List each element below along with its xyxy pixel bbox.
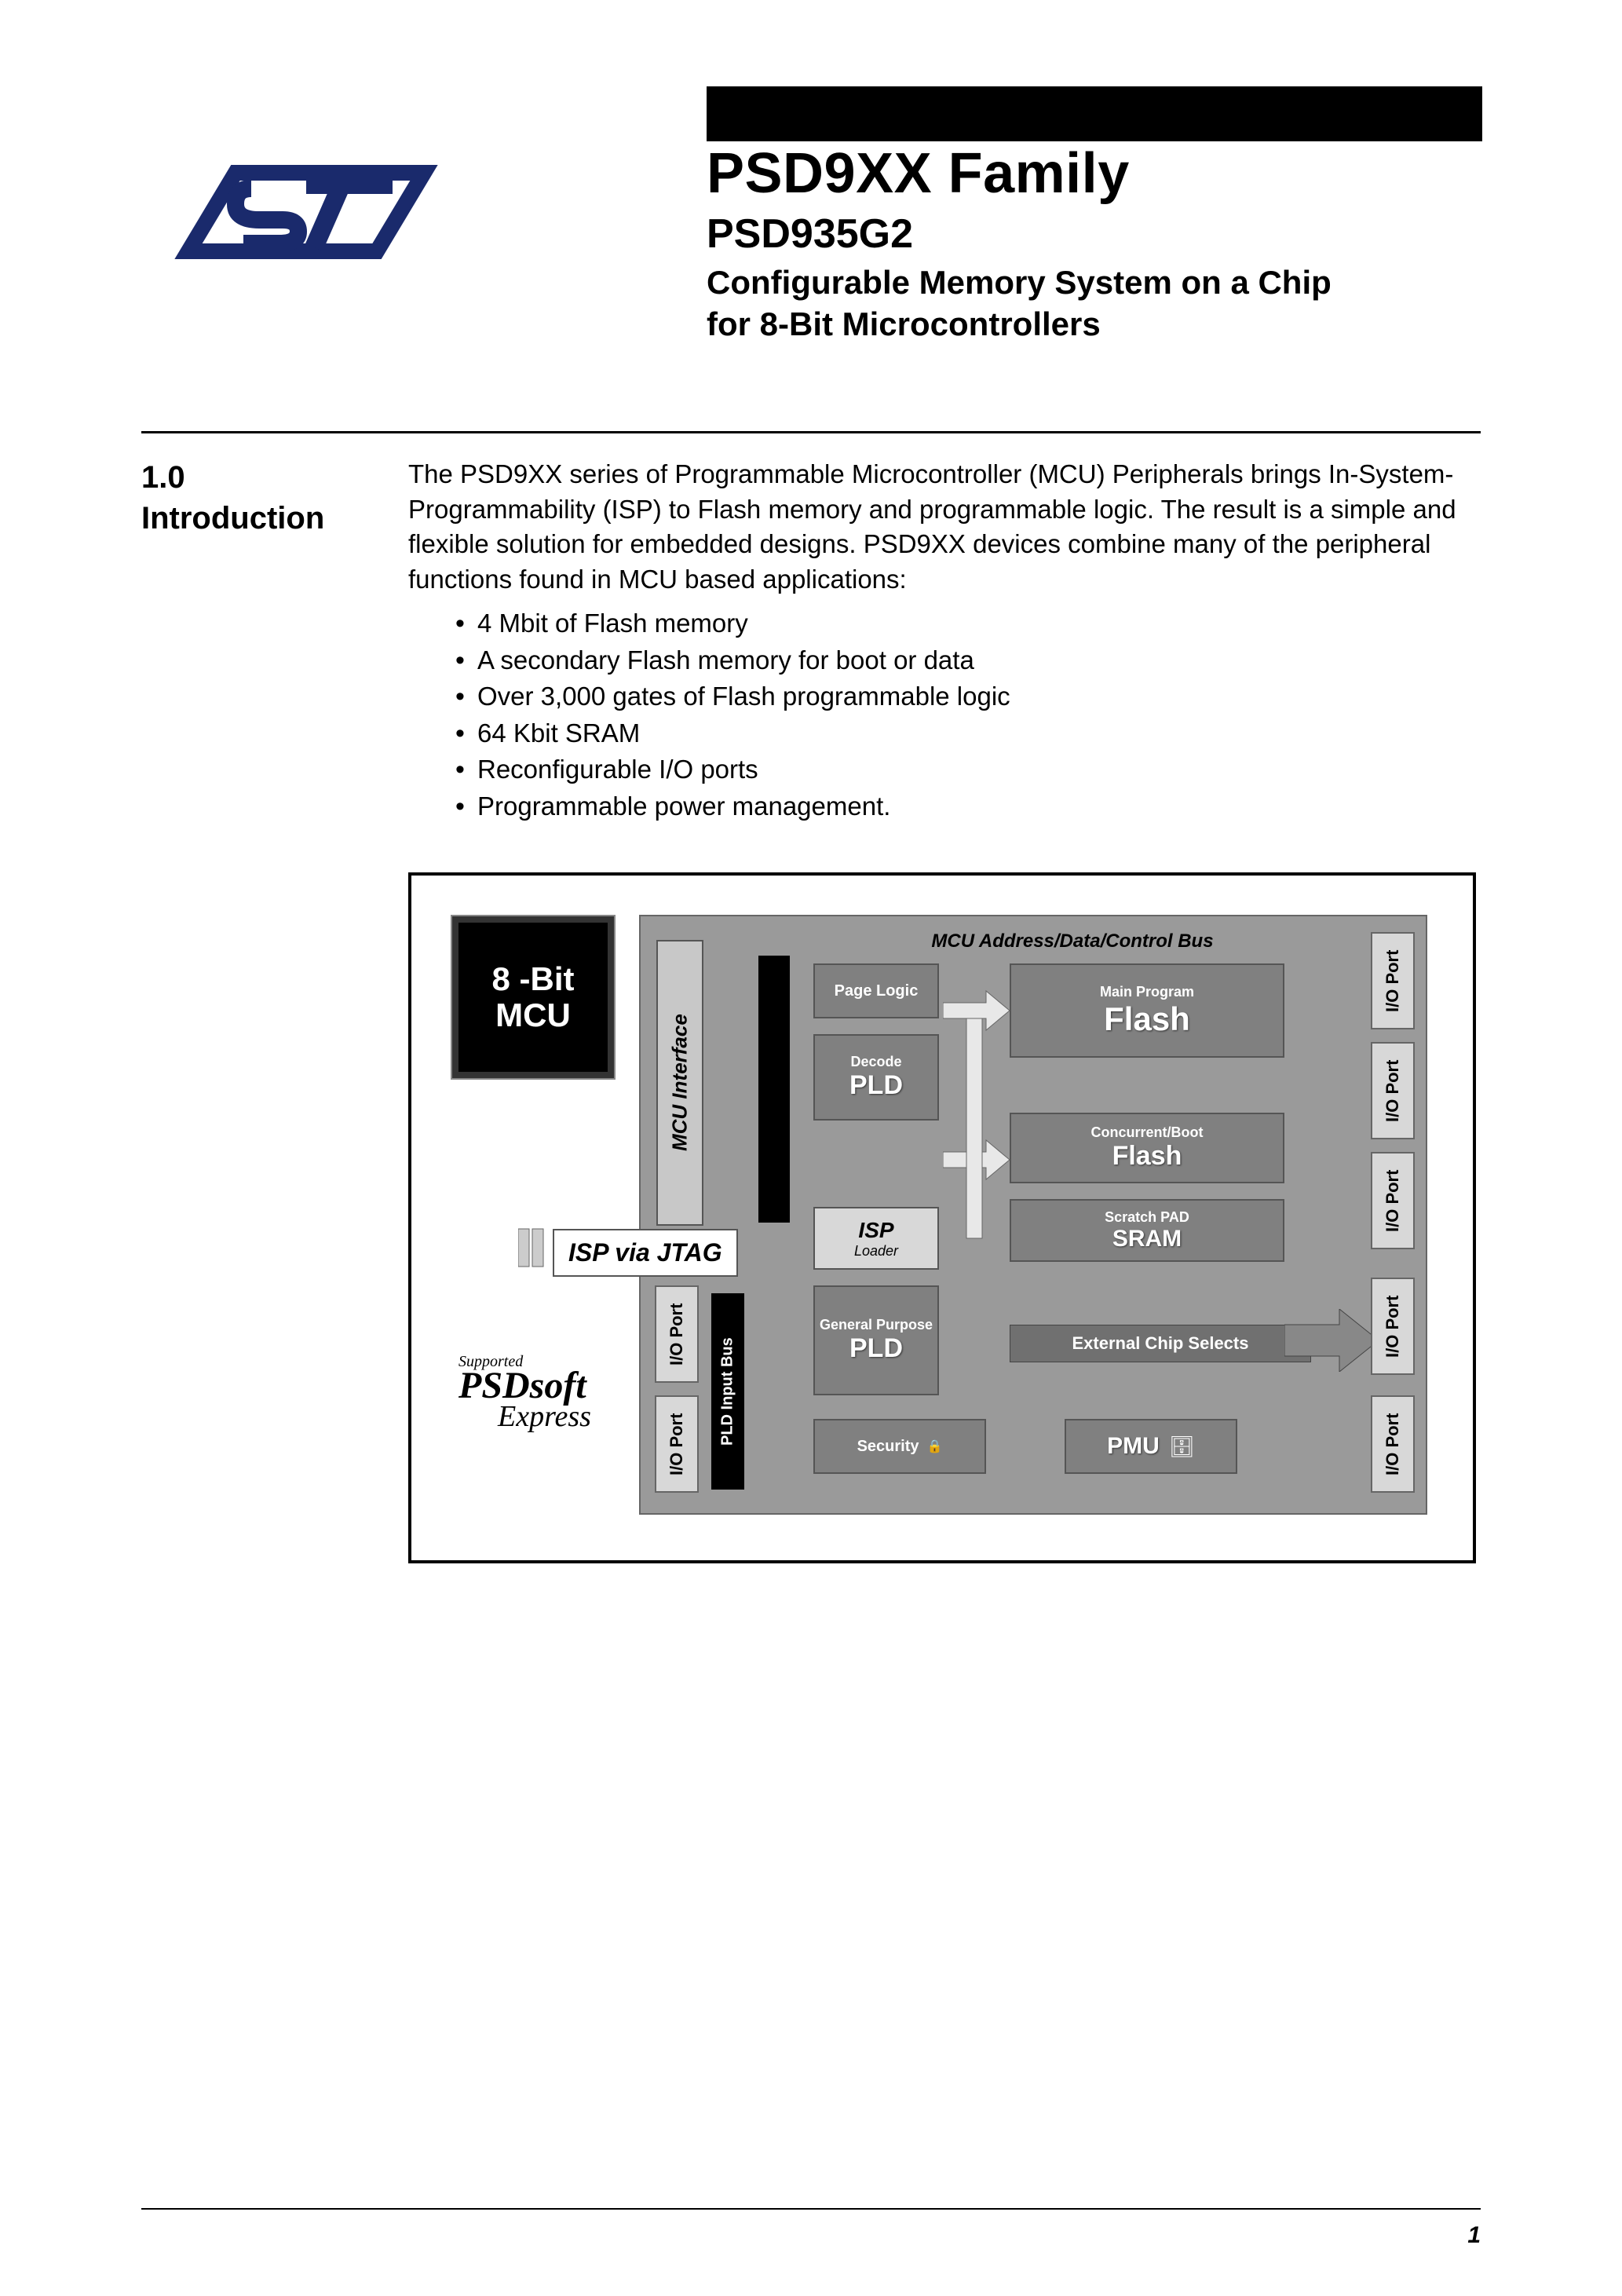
gp-text: General Purpose [820, 1318, 933, 1333]
page-logic-block: Page Logic [813, 963, 939, 1018]
subtitle: Configurable Memory System on a Chip for… [707, 262, 1332, 345]
page-number: 1 [1467, 2222, 1481, 2249]
part-number: PSD935G2 [707, 210, 1332, 258]
ext-chip-selects: External Chip Selects [1010, 1325, 1311, 1362]
header-black-bar [707, 86, 1482, 141]
list-item: 64 Kbit SRAM [455, 716, 1481, 751]
diagram-inner: 8 -Bit MCU ISP via JTAG Supported PSDsof… [458, 915, 1434, 1505]
psdsoft-express: Express [498, 1403, 591, 1430]
bus-label: MCU Address/Data/Control Bus [798, 930, 1347, 952]
sram-block: Scratch PAD SRAM [1010, 1199, 1284, 1262]
psd-main-block: MCU Interface I/O Port I/O Port PLD Inpu… [639, 915, 1427, 1515]
decode-pld-text: PLD [849, 1070, 903, 1101]
routing-arrows-icon [943, 963, 1014, 1278]
io-port-right-4: I/O Port [1371, 1278, 1415, 1375]
section-divider [141, 431, 1481, 433]
mcu-interface-block: MCU Interface [656, 940, 703, 1226]
list-item: Programmable power management. [455, 789, 1481, 824]
decode-text: Decode [850, 1054, 901, 1070]
io-port-right-2: I/O Port [1371, 1042, 1415, 1139]
subtitle-line2: for 8-Bit Microcontrollers [707, 304, 1332, 345]
lock-icon: 🔒 [927, 1439, 943, 1454]
pmu-block: PMU 🗄 [1065, 1419, 1237, 1474]
io-port-right-5: I/O Port [1371, 1395, 1415, 1493]
isp-loader-block: ISP Loader [813, 1207, 939, 1270]
section-number: 1.0 [141, 457, 408, 498]
bus-bar-icon [758, 956, 790, 1223]
list-item: Over 3,000 gates of Flash programmable l… [455, 679, 1481, 715]
list-item: A secondary Flash memory for boot or dat… [455, 643, 1481, 678]
io-port-right-1: I/O Port [1371, 932, 1415, 1029]
mcu-label: 8 -Bit MCU [458, 961, 608, 1033]
isp-jtag-label: ISP via JTAG [553, 1229, 738, 1277]
isp-text: ISP [858, 1218, 893, 1243]
main-flash-text: Flash [1104, 1000, 1190, 1038]
section-title: Introduction [141, 498, 408, 539]
subtitle-line1: Configurable Memory System on a Chip [707, 262, 1332, 304]
intro-paragraph: The PSD9XX series of Programmable Microc… [408, 457, 1481, 597]
body-text: The PSD9XX series of Programmable Microc… [408, 457, 1481, 825]
concurrent-flash-text: Flash [1112, 1141, 1182, 1172]
footer-rule [141, 2208, 1481, 2210]
page-logic-text: Page Logic [835, 982, 919, 1000]
st-logo [173, 149, 440, 275]
security-block: Security 🔒 [813, 1419, 986, 1474]
scratch-text: Scratch PAD [1105, 1209, 1189, 1226]
gp-pld-text: PLD [849, 1333, 903, 1364]
datasheet-page: PSD9XX Family PSD935G2 Configurable Memo… [0, 0, 1622, 2296]
list-item: 4 Mbit of Flash memory [455, 606, 1481, 642]
title-block: PSD9XX Family PSD935G2 Configurable Memo… [707, 141, 1332, 345]
feature-list: 4 Mbit of Flash memory A secondary Flash… [455, 606, 1481, 824]
main-program-text: Main Program [1100, 984, 1194, 1000]
pld-input-bus: PLD Input Bus [711, 1293, 744, 1490]
header-row: PSD9XX Family PSD935G2 Configurable Memo… [141, 149, 1481, 345]
security-text: Security [857, 1438, 919, 1456]
concurrent-text: Concurrent/Boot [1091, 1124, 1204, 1141]
psdsoft-logo: Supported PSDsoft Express [458, 1355, 591, 1429]
sram-text: SRAM [1112, 1226, 1182, 1252]
mcu-chip: 8 -Bit MCU [458, 923, 608, 1072]
family-title: PSD9XX Family [707, 141, 1332, 206]
block-diagram: 8 -Bit MCU ISP via JTAG Supported PSDsof… [408, 872, 1476, 1563]
gp-pld-block: General Purpose PLD [813, 1285, 939, 1395]
ext-arrow-icon [1284, 1309, 1379, 1372]
list-item: Reconfigurable I/O ports [455, 752, 1481, 788]
isp-loader-text: Loader [854, 1243, 898, 1260]
boot-flash-block: Concurrent/Boot Flash [1010, 1113, 1284, 1183]
io-port-left-1: I/O Port [655, 1285, 699, 1383]
battery-icon: 🗄 [1169, 1435, 1195, 1459]
psdsoft-name: PSDsoft [458, 1369, 591, 1402]
pmu-text: PMU [1107, 1433, 1160, 1460]
decode-pld-block: Decode PLD [813, 1034, 939, 1121]
content-row: 1.0 Introduction The PSD9XX series of Pr… [141, 457, 1481, 825]
io-port-right-3: I/O Port [1371, 1152, 1415, 1249]
main-flash-block: Main Program Flash [1010, 963, 1284, 1058]
section-heading: 1.0 Introduction [141, 457, 408, 539]
io-port-left-2: I/O Port [655, 1395, 699, 1493]
